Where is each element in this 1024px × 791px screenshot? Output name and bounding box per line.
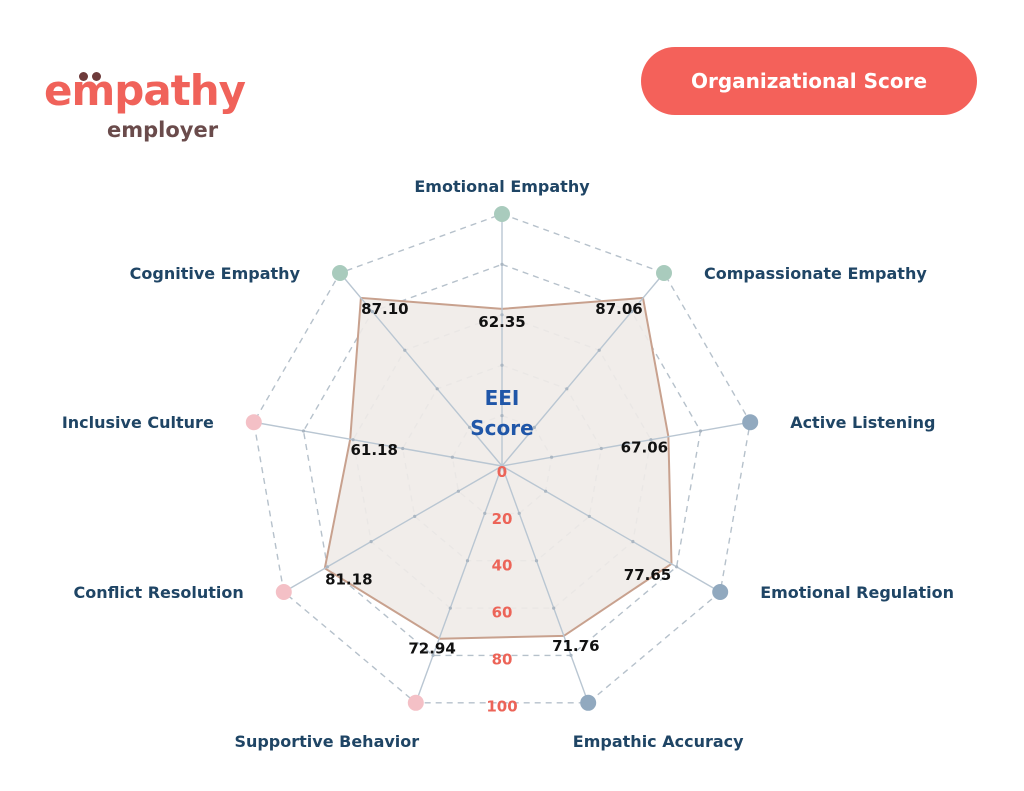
grid-dot xyxy=(565,387,569,391)
organizational-score-button[interactable]: Organizational Score xyxy=(641,47,977,115)
center-label-line-2: Score xyxy=(470,416,533,440)
grid-dot xyxy=(325,565,329,569)
grid-dot xyxy=(698,429,703,433)
axis-label-6: Supportive Behavior xyxy=(234,732,419,751)
grid-dot xyxy=(465,559,470,563)
axis-label-5: Empathic Accuracy xyxy=(573,732,744,751)
grid-dot xyxy=(351,438,355,442)
grid-dot xyxy=(544,489,548,493)
tick-label-100: 100 xyxy=(486,697,517,715)
grid-dot xyxy=(403,348,407,352)
grid-dot xyxy=(500,313,504,317)
grid-dot xyxy=(552,606,556,610)
axis-spoke-9 xyxy=(339,272,503,467)
logo-dot-right xyxy=(92,72,101,81)
value-label-2: 87.06 xyxy=(595,300,642,318)
grid-dot xyxy=(413,514,417,519)
axis-spoke-5 xyxy=(501,465,589,704)
axis-marker-6 xyxy=(407,694,424,711)
grid-dot xyxy=(675,565,679,569)
grid-dot xyxy=(435,387,439,391)
value-label-5: 71.76 xyxy=(552,637,599,655)
value-label-4: 77.65 xyxy=(624,566,671,584)
logo-subtitle: employer xyxy=(107,118,219,142)
grid-ring-100 xyxy=(253,213,751,704)
grid-dot xyxy=(599,446,603,451)
tick-label-80: 80 xyxy=(492,651,513,669)
axis-label-9: Cognitive Empathy xyxy=(130,264,301,283)
grid-dot xyxy=(456,489,460,493)
grid-dot xyxy=(468,425,472,429)
axis-spoke-8 xyxy=(253,421,503,467)
empathy-employer-logo: empathy employer xyxy=(44,52,246,147)
grid-dot xyxy=(448,606,452,610)
axis-marker-2 xyxy=(656,265,672,281)
grid-dot xyxy=(649,438,653,442)
grid-dot xyxy=(431,653,435,658)
axis-marker-7 xyxy=(275,584,292,600)
axis-label-3: Active Listening xyxy=(790,413,935,432)
axis-marker-4 xyxy=(712,584,729,600)
grid-dot xyxy=(517,511,521,515)
grid-dot xyxy=(370,310,374,314)
axis-label-4: Emotional Regulation xyxy=(760,583,954,602)
grid-dot xyxy=(631,540,635,544)
axis-spoke-2 xyxy=(501,272,665,467)
grid-dot xyxy=(500,414,504,418)
axis-spoke-7 xyxy=(283,465,503,593)
axis-label-1: Emotional Empathy xyxy=(414,177,590,196)
tick-label-0: 0 xyxy=(497,463,507,481)
axis-marker-3 xyxy=(742,414,759,431)
axis-marker-8 xyxy=(245,414,262,431)
value-label-7: 81.18 xyxy=(325,570,372,588)
axis-label-2: Compassionate Empathy xyxy=(704,264,927,283)
axis-spoke-6 xyxy=(415,465,503,704)
axis-label-8: Inclusive Culture xyxy=(62,413,214,432)
grid-dot xyxy=(532,425,537,429)
grid-dot xyxy=(369,540,373,544)
grid-ring-80 xyxy=(302,263,702,657)
grid-dot xyxy=(401,446,405,451)
value-label-1: 62.35 xyxy=(478,313,525,331)
tick-label-20: 20 xyxy=(492,510,513,528)
tick-label-60: 60 xyxy=(492,604,513,622)
tick-label-40: 40 xyxy=(492,557,513,575)
axis-marker-9 xyxy=(332,265,348,281)
grid-dot xyxy=(550,455,554,459)
logo-wordmark: empathy xyxy=(44,66,246,115)
grid-dot xyxy=(483,511,487,515)
grid-dot xyxy=(597,348,601,352)
grid-dot xyxy=(534,559,539,563)
grid-dot xyxy=(500,363,504,367)
value-label-6: 72.94 xyxy=(408,640,455,658)
grid-dot xyxy=(301,429,306,433)
grid-dot xyxy=(450,455,454,459)
axis-spoke-3 xyxy=(501,421,751,467)
grid-dot xyxy=(500,262,504,266)
value-label-3: 67.06 xyxy=(621,439,668,457)
axis-marker-5 xyxy=(580,694,597,711)
center-label-line-1: EEI xyxy=(485,386,520,410)
value-label-8: 61.18 xyxy=(350,441,397,459)
logo-dot-left xyxy=(79,72,88,81)
axis-spoke-4 xyxy=(501,465,721,593)
grid-dot xyxy=(587,514,591,519)
grid-dot xyxy=(569,653,573,658)
value-label-9: 87.10 xyxy=(361,300,408,318)
grid-dot xyxy=(630,310,634,314)
axis-label-7: Conflict Resolution xyxy=(74,583,244,602)
axis-marker-1 xyxy=(494,206,510,222)
